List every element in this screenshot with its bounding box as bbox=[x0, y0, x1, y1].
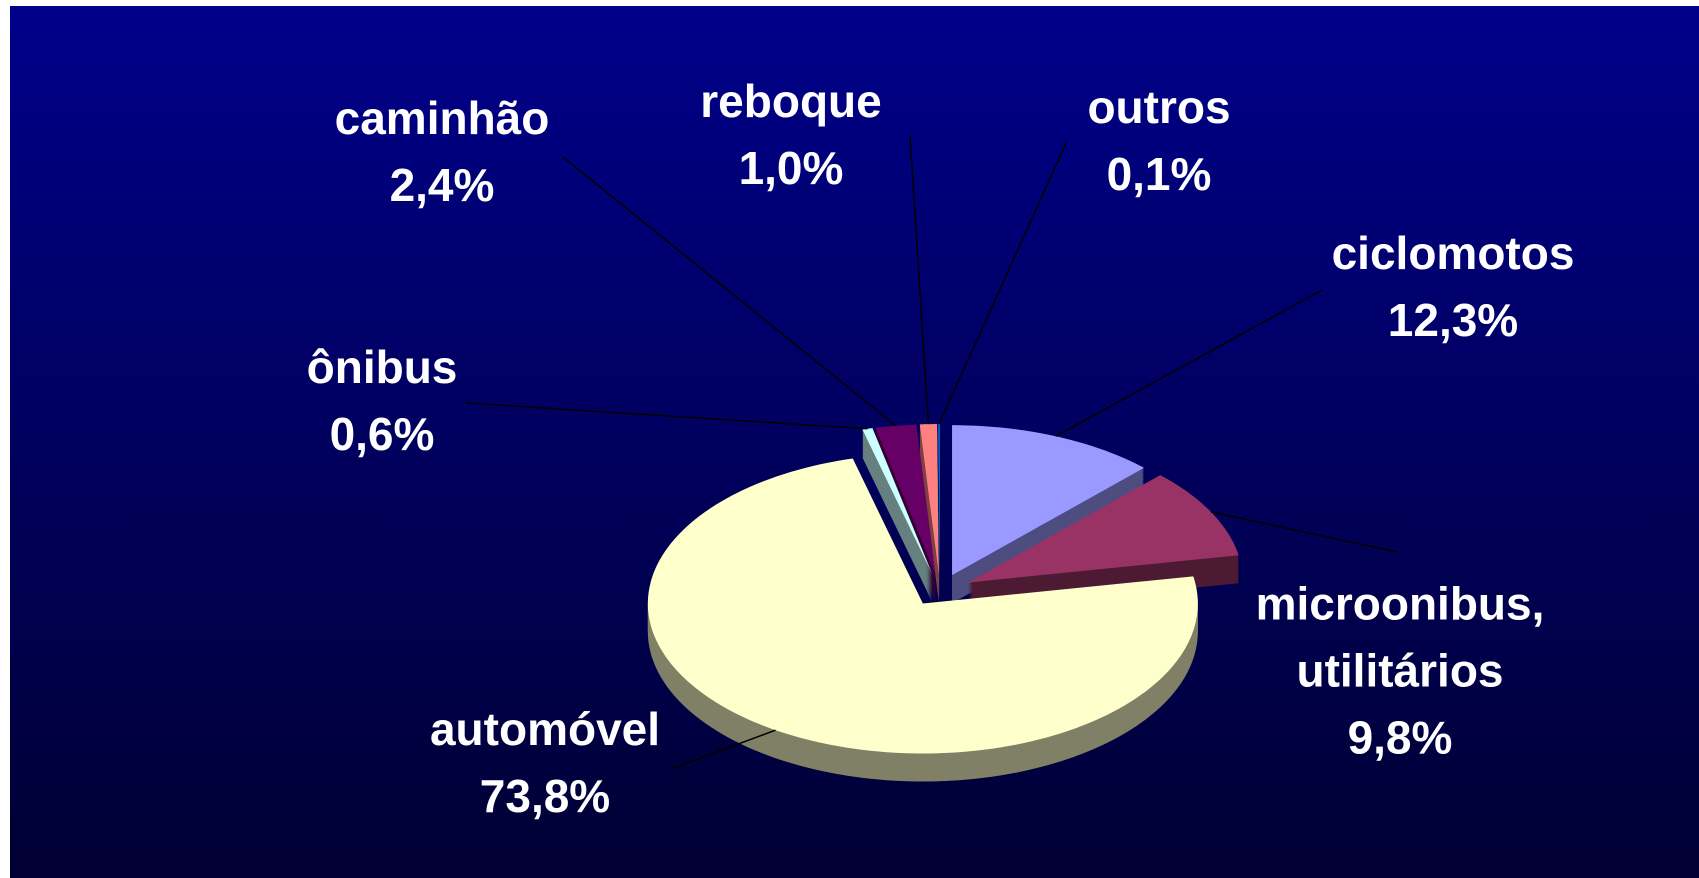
data-label: caminhão 2,4% bbox=[335, 85, 550, 219]
leader-line bbox=[1210, 511, 1398, 553]
slice-side bbox=[862, 448, 933, 595]
data-label: outros 0,1% bbox=[1087, 74, 1230, 208]
slice-side bbox=[862, 434, 933, 581]
value-label: 2,4% bbox=[389, 159, 495, 211]
category-label: automóvel bbox=[429, 703, 661, 755]
data-label: reboque 1,0% bbox=[700, 68, 881, 202]
slice-side bbox=[862, 438, 933, 585]
category-label: caminhão bbox=[334, 92, 550, 144]
slice-side bbox=[862, 442, 933, 589]
category-label: ônibus bbox=[306, 341, 458, 393]
data-label: automóvel 73,8% bbox=[430, 696, 660, 830]
slice bbox=[862, 428, 933, 575]
value-label: 1,0% bbox=[738, 142, 844, 194]
slice-side bbox=[862, 440, 933, 587]
value-label: 0,1% bbox=[1106, 148, 1212, 200]
leader-line bbox=[909, 134, 930, 425]
slice-side bbox=[862, 452, 933, 599]
slice bbox=[647, 458, 1198, 754]
leader-line bbox=[1055, 289, 1323, 437]
slice bbox=[919, 424, 939, 575]
leader-line bbox=[938, 140, 1068, 425]
category-label: reboque bbox=[700, 75, 882, 127]
value-label: 12,3% bbox=[1387, 294, 1519, 346]
data-label: ônibus 0,6% bbox=[307, 334, 458, 468]
slice-side bbox=[862, 456, 933, 603]
value-label: 73,8% bbox=[479, 770, 611, 822]
category-label: microonibus, utilitários bbox=[1255, 577, 1545, 697]
data-label: microonibus, utilitários 9,8% bbox=[1240, 571, 1560, 772]
slice-side bbox=[862, 436, 933, 583]
slice bbox=[875, 424, 936, 575]
data-label: ciclomotos 12,3% bbox=[1332, 220, 1575, 354]
slice-side bbox=[862, 432, 933, 579]
slice bbox=[938, 424, 940, 575]
value-label: 0,6% bbox=[329, 408, 435, 460]
slice-side bbox=[862, 446, 933, 593]
value-label: 9,8% bbox=[1347, 711, 1453, 764]
slice-side bbox=[862, 454, 933, 601]
slice bbox=[952, 425, 1145, 576]
category-label: outros bbox=[1087, 81, 1231, 133]
slice-side bbox=[862, 430, 933, 577]
slice-side bbox=[862, 444, 933, 591]
leader-line bbox=[465, 402, 868, 430]
category-label: ciclomotos bbox=[1331, 227, 1575, 279]
leader-line bbox=[562, 156, 897, 427]
slice-side bbox=[862, 450, 933, 597]
leader-line bbox=[670, 729, 776, 770]
slice bbox=[968, 475, 1239, 583]
